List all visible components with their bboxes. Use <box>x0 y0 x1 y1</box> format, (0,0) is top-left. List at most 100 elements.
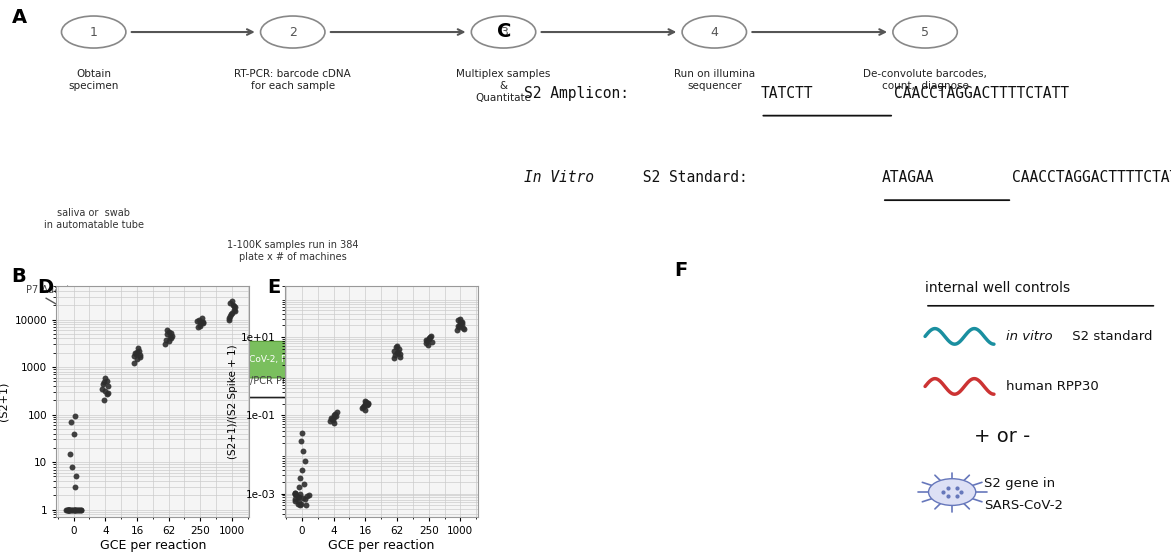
Point <box>292 474 310 483</box>
FancyBboxPatch shape <box>98 341 408 378</box>
Ellipse shape <box>62 16 126 48</box>
Point <box>354 403 372 412</box>
Point <box>297 492 316 500</box>
Point <box>385 346 404 355</box>
Point <box>59 505 77 514</box>
Point <box>219 315 238 324</box>
Text: Target sequence (SARs-CoV-2, RNAse P, spike-in): Target sequence (SARs-CoV-2, RNAse P, sp… <box>142 355 363 364</box>
Point <box>128 348 146 356</box>
Point <box>95 378 114 387</box>
Point <box>286 497 304 506</box>
Point <box>323 416 342 425</box>
Point <box>66 505 84 514</box>
Point <box>286 489 304 498</box>
Text: RT/PCR Primer: RT/PCR Primer <box>238 376 308 386</box>
Point <box>321 417 340 426</box>
Point <box>63 463 82 471</box>
Point <box>294 479 313 488</box>
Point <box>286 488 304 497</box>
Ellipse shape <box>892 16 958 48</box>
Text: Obtain
specimen: Obtain specimen <box>68 70 119 91</box>
Point <box>286 489 304 498</box>
Point <box>70 505 89 514</box>
Text: 3: 3 <box>500 26 507 38</box>
Point <box>158 326 177 335</box>
Point <box>157 335 176 344</box>
Point <box>323 415 342 424</box>
Point <box>61 505 80 514</box>
Point <box>66 483 84 492</box>
Text: 5: 5 <box>922 26 929 38</box>
Point <box>62 418 81 426</box>
Text: RT-PCR: barcode cDNA
for each sample: RT-PCR: barcode cDNA for each sample <box>234 70 351 91</box>
X-axis label: GCE per reaction: GCE per reaction <box>100 539 206 552</box>
Point <box>97 390 116 399</box>
Text: human RPP30: human RPP30 <box>1006 380 1100 393</box>
Point <box>68 505 87 514</box>
Point <box>294 494 313 503</box>
Point <box>68 505 87 514</box>
Point <box>290 492 309 501</box>
Text: E: E <box>267 278 280 297</box>
Text: C: C <box>497 22 512 41</box>
Point <box>159 327 178 336</box>
Point <box>355 405 374 414</box>
Point <box>422 331 440 340</box>
Text: Multiplex samples
&
Quantitate: Multiplex samples & Quantitate <box>457 70 550 103</box>
Point <box>390 352 409 361</box>
Text: + or -: + or - <box>974 427 1030 446</box>
Text: saliva or  swab
in automatable tube: saliva or swab in automatable tube <box>43 208 144 230</box>
Point <box>163 331 182 340</box>
Point <box>388 348 406 357</box>
Text: CAACCTAGGACTTTTCTATT: CAACCTAGGACTTTTCTATT <box>893 86 1069 101</box>
Point <box>221 299 240 307</box>
Point <box>322 414 341 423</box>
Point <box>124 359 143 368</box>
Point <box>386 343 405 352</box>
Point <box>300 490 319 499</box>
Ellipse shape <box>682 16 747 48</box>
Point <box>66 505 84 514</box>
Point <box>419 340 438 349</box>
Point <box>61 505 80 514</box>
Point <box>448 322 467 331</box>
Point <box>67 472 85 481</box>
Point <box>296 494 315 503</box>
Point <box>450 315 468 324</box>
Point <box>100 389 118 398</box>
Point <box>61 449 80 458</box>
Point <box>420 332 439 341</box>
Point <box>419 335 438 344</box>
Text: 1-100K samples run in 384
plate x # of machines: 1-100K samples run in 384 plate x # of m… <box>227 240 358 262</box>
Point <box>418 336 437 345</box>
Text: S2 Standard:: S2 Standard: <box>634 171 756 185</box>
Point <box>416 339 434 348</box>
Point <box>451 314 470 323</box>
Point <box>289 500 308 509</box>
Point <box>194 319 213 327</box>
Point <box>292 436 310 445</box>
Point <box>191 320 210 329</box>
Point <box>451 321 470 330</box>
Point <box>160 333 179 342</box>
Point <box>423 337 441 346</box>
Circle shape <box>929 479 975 505</box>
Ellipse shape <box>260 16 324 48</box>
Point <box>189 322 207 331</box>
Point <box>453 324 472 332</box>
Point <box>66 505 84 514</box>
Point <box>293 447 311 456</box>
Point <box>355 402 374 411</box>
Point <box>56 505 75 514</box>
Point <box>292 499 310 508</box>
Point <box>187 316 206 325</box>
Point <box>125 352 144 361</box>
Point <box>130 353 149 362</box>
Text: F: F <box>674 261 687 280</box>
Text: SARS-CoV-2: SARS-CoV-2 <box>984 499 1063 513</box>
Point <box>192 318 211 327</box>
Point <box>60 505 78 514</box>
Point <box>222 308 241 317</box>
Point <box>63 505 82 514</box>
Point <box>450 323 468 332</box>
